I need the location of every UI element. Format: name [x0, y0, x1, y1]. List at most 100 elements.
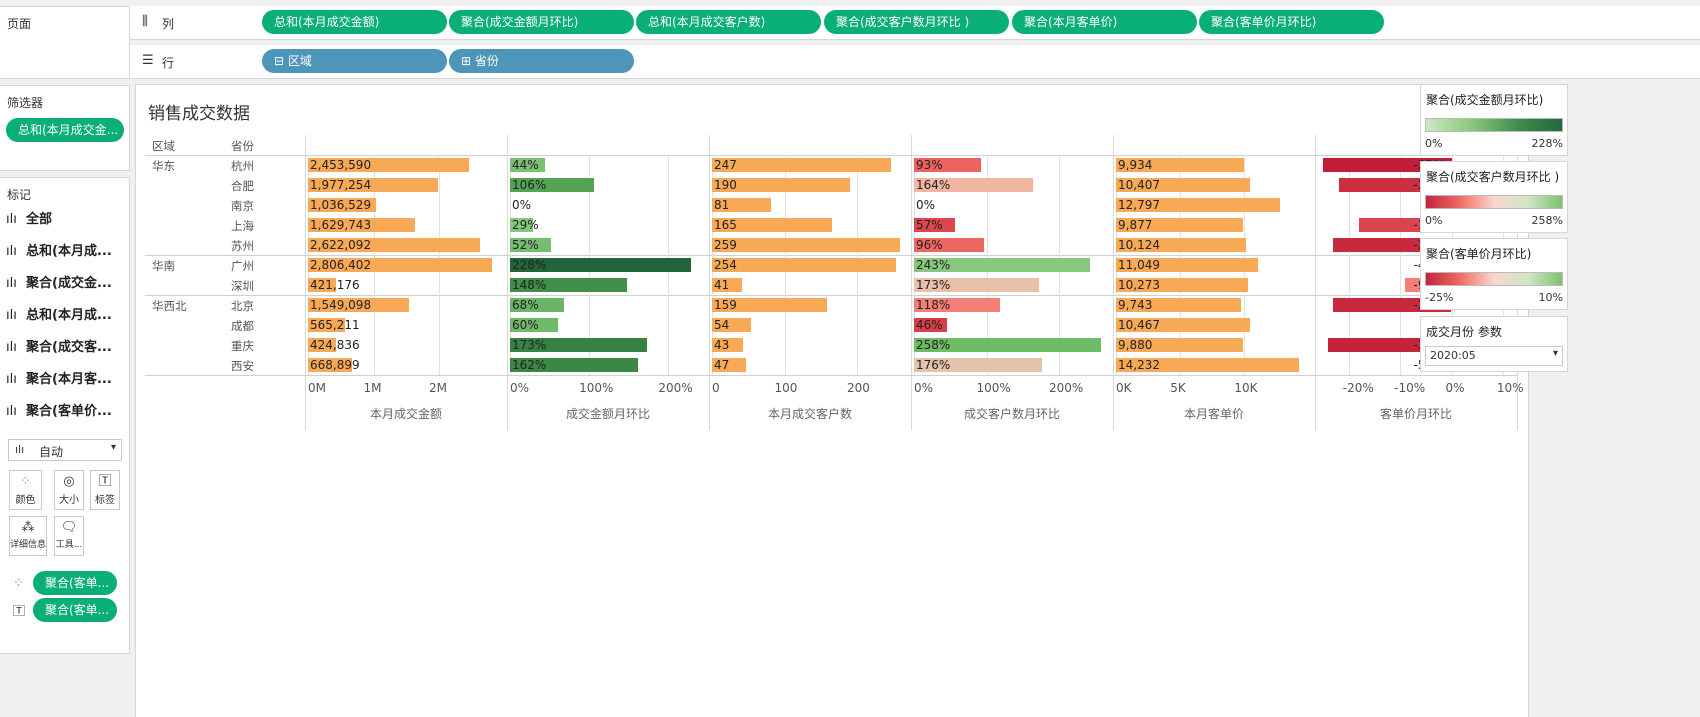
pages-shelf[interactable]: 页面 [0, 6, 130, 79]
bar-chart-icon: ılı [6, 212, 17, 227]
bar-mark[interactable] [308, 258, 492, 272]
bar-mark[interactable] [1116, 158, 1244, 172]
bar-mark[interactable] [510, 298, 564, 312]
bar-mark[interactable] [712, 318, 752, 332]
marks-item[interactable]: ılı 聚合(成交金... [6, 272, 112, 296]
bar-mark[interactable] [712, 238, 900, 252]
marks-title: 标记 [7, 188, 32, 202]
column-pill[interactable]: 聚合(本月客单价) [1012, 10, 1197, 34]
bar-mark[interactable] [308, 178, 438, 192]
bar-mark[interactable] [712, 158, 892, 172]
bar-mark[interactable] [308, 338, 336, 352]
bar-mark[interactable] [1116, 338, 1243, 352]
bar-mark[interactable] [308, 198, 376, 212]
column-pill[interactable]: 聚合(客单价月环比) [1199, 10, 1384, 34]
bar-mark[interactable] [510, 238, 552, 252]
bar-mark[interactable] [1116, 258, 1258, 272]
legend-ramp [1425, 195, 1563, 209]
row-pill[interactable]: ⊞ 省份 [449, 49, 634, 73]
bar-value-label: 2,806,402 [310, 258, 372, 272]
bar-mark[interactable] [308, 318, 346, 332]
detail-button[interactable]: ⁂ 详细信息 [9, 516, 47, 556]
bar-mark[interactable] [712, 298, 828, 312]
bar-mark[interactable] [914, 158, 982, 172]
bar-mark[interactable] [712, 278, 742, 292]
bar-mark[interactable] [510, 278, 628, 292]
bar-mark[interactable] [914, 238, 984, 252]
bar-mark[interactable] [308, 158, 469, 172]
bar-mark[interactable] [914, 258, 1091, 272]
marks-item[interactable]: ılı 聚合(客单价... [6, 400, 112, 424]
bar-mark[interactable] [712, 198, 771, 212]
column-pill[interactable]: 聚合(成交金额月环比) [449, 10, 634, 34]
bar-mark[interactable] [1116, 298, 1242, 312]
filter-pill[interactable]: 总和(本月成交金... [6, 118, 124, 142]
marks-item[interactable]: ılı 聚合(成交客... [6, 336, 112, 360]
marks-item[interactable]: ılı 聚合(本月客... [6, 368, 112, 392]
marks-item-label: 总和(本月成... [26, 308, 112, 323]
bar-mark[interactable] [1116, 218, 1243, 232]
bar-mark[interactable] [1116, 358, 1299, 372]
bar-mark[interactable] [712, 218, 832, 232]
province-label: 深圳 [231, 279, 254, 293]
bar-value-label: 259 [714, 238, 737, 252]
marks-item[interactable]: ılı 全部 [6, 208, 52, 232]
bar-mark[interactable] [914, 318, 948, 332]
bar-mark[interactable] [914, 218, 956, 232]
label-button[interactable]: 🅃 标签 [90, 470, 120, 510]
label-field-pill[interactable]: 聚合(客单... [33, 598, 117, 622]
bar-mark[interactable] [510, 178, 594, 192]
bar-value-label: 565,211 [310, 318, 360, 332]
marks-item[interactable]: ılı 总和(本月成... [6, 304, 112, 328]
bar-mark[interactable] [308, 238, 480, 252]
bar-mark[interactable] [712, 258, 897, 272]
color-button-label: 颜色 [15, 495, 36, 506]
column-pill[interactable]: 总和(本月成交客户数) [636, 10, 821, 34]
bar-mark[interactable] [1116, 318, 1251, 332]
bar-mark[interactable] [914, 178, 1033, 192]
bar-mark[interactable] [914, 338, 1102, 352]
bar-mark[interactable] [712, 338, 744, 352]
bar-mark[interactable] [308, 358, 352, 372]
bar-chart-icon: ılı [6, 404, 17, 419]
bar-mark[interactable] [1116, 278, 1248, 292]
axis-title: 成交客户数月环比 [963, 407, 1060, 421]
bar-mark[interactable] [914, 298, 1000, 312]
bar-value-label: 12,797 [1118, 198, 1160, 212]
bar-mark[interactable] [712, 178, 850, 192]
bar-mark[interactable] [1323, 158, 1452, 172]
column-pill[interactable]: 聚合(成交客户数月环比 ) [824, 10, 1009, 34]
bar-mark[interactable] [914, 358, 1042, 372]
marks-item[interactable]: ılı 总和(本月成... [6, 240, 112, 264]
color-button[interactable]: ⁘ 颜色 [9, 470, 42, 510]
bar-value-label: 159 [714, 298, 737, 312]
parameter-select[interactable]: 2020:05 ▾ [1425, 346, 1563, 366]
bar-mark[interactable] [510, 258, 691, 272]
row-pill[interactable]: ⊟ 区域 [262, 49, 447, 73]
column-pill[interactable]: 总和(本月成交金额) [262, 10, 447, 34]
axis-tick-label: 0% [1445, 381, 1465, 395]
size-button[interactable]: ◎ 大小 [54, 470, 84, 510]
bar-mark[interactable] [510, 158, 545, 172]
bar-mark[interactable] [308, 278, 336, 292]
bar-mark[interactable] [1116, 198, 1281, 212]
bar-mark[interactable] [712, 358, 747, 372]
mark-type-select[interactable]: ılı 自动 ▾ [8, 439, 122, 461]
label-field-icon: 🅃 [13, 604, 26, 618]
bar-mark[interactable] [914, 278, 1040, 292]
color-field-pill[interactable]: 聚合(客单... [33, 571, 117, 595]
chevron-down-icon: ▾ [110, 442, 116, 453]
bar-mark[interactable] [510, 218, 533, 232]
bar-mark[interactable] [510, 318, 558, 332]
bar-mark[interactable] [1116, 178, 1250, 192]
sheet-title: 销售成交数据 [148, 104, 250, 124]
legend-min: -25% [1425, 291, 1454, 304]
bar-mark[interactable] [510, 358, 639, 372]
tooltip-button[interactable]: 🗨 工具... [54, 516, 84, 556]
bar-mark[interactable] [308, 298, 410, 312]
bar-mark[interactable] [510, 338, 647, 352]
marks-item-label: 总和(本月成... [26, 244, 112, 259]
bar-mark[interactable] [1116, 238, 1246, 252]
bar-mark[interactable] [308, 218, 415, 232]
axis-title: 本月成交金额 [369, 407, 442, 421]
